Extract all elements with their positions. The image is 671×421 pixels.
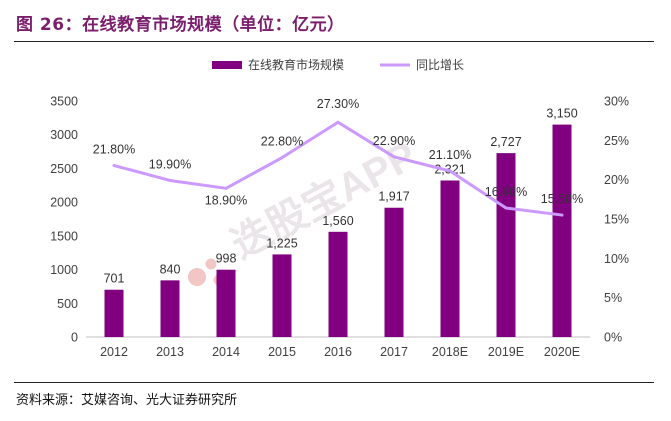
y-left-tick-label: 2500 [50,162,78,176]
y-axis-right: 0% 5% 10% 15% 20% 25% 30% [604,95,629,345]
growth-point [448,169,452,173]
bar [328,231,348,337]
y-axis-left: 0 500 1000 1500 2000 2500 3000 3500 [50,95,78,345]
bar-value-label: 998 [216,252,237,266]
growth-value-label: 16.40% [485,185,527,199]
x-tick-label: 2015 [268,345,296,359]
bar-value-label: 840 [160,262,181,276]
figure-title: 图 26：在线教育市场规模（单位：亿元） [16,15,345,35]
growth-point [112,164,116,168]
growth-value-label: 15.50% [541,192,583,206]
y-right-tick-label: 20% [604,173,629,187]
x-axis: 2012 2013 2014 2015 2016 2017 2018E 2019E 2020E [86,336,590,359]
source-note: 资料来源：艾媒咨询、光大证券研究所 [16,393,238,408]
y-right-tick-label: 0% [604,331,622,345]
source-rule [14,382,654,383]
watermark-dot-0 [188,268,206,286]
bar [440,180,460,337]
growth-point [392,155,396,159]
y-left-tick-label: 1000 [50,263,78,277]
y-right-tick-label: 25% [604,134,629,148]
y-left-tick-label: 3000 [50,128,78,142]
bar [496,153,516,337]
growth-value-label: 21.80% [93,143,135,157]
x-tick-label: 2014 [212,345,240,359]
growth-point [168,178,172,182]
legend: 在线教育市场规模 同比增长 [212,57,464,72]
bar [104,289,124,337]
legend-label-bar: 在线教育市场规模 [248,57,344,72]
bar-value-label: 1,560 [322,214,353,228]
legend-swatch-bar [212,61,242,69]
x-tick-label: 2018E [432,345,468,359]
growth-point [224,186,228,190]
y-right-tick-label: 15% [604,213,629,227]
x-tick-label: 2017 [380,345,408,359]
bar [160,280,180,337]
bar [272,254,292,337]
bar-value-label: 3,150 [546,107,577,121]
y-left-tick-label: 1500 [50,229,78,243]
bar [384,207,404,337]
watermark-dot-1 [205,258,217,270]
growth-point [504,206,508,210]
growth-value-label: 22.90% [373,134,415,148]
growth-value-label: 21.10% [429,148,471,162]
x-tick-label: 2019E [488,345,524,359]
legend-label-line: 同比增长 [416,58,464,72]
growth-point [560,213,564,217]
y-left-tick-label: 0 [71,331,78,345]
growth-point [280,156,284,160]
x-tick-label: 2012 [100,345,128,359]
growth-value-label: 22.80% [261,135,303,149]
line-series [112,120,564,217]
bar-value-label: 1,225 [266,236,297,250]
y-left-tick-label: 500 [57,297,78,311]
bar-value-label: 2,727 [490,135,521,149]
bar [216,269,236,337]
x-tick-label: 2020E [544,345,580,359]
x-tick-label: 2016 [324,345,352,359]
bar-value-label: 701 [104,272,125,286]
y-left-tick-label: 2000 [50,196,78,210]
bar-value-label: 1,917 [378,190,409,204]
growth-point [336,120,340,124]
y-right-tick-label: 10% [604,252,629,266]
bar [552,124,572,337]
chart: 迭股宝APP 在线教育市场规模 同比增长 05001000150020002500… [50,57,629,359]
x-tick-label: 2013 [156,345,184,359]
y-right-tick-label: 5% [604,291,622,305]
bar-series [104,124,572,337]
growth-value-label: 18.90% [205,193,247,207]
growth-value-label: 27.30% [317,97,359,111]
line-labels: 21.80% 19.90% 18.90% 22.80% 27.30% 22.90% 21.1… [93,97,583,207]
y-left-tick-label: 3500 [50,95,78,109]
title-rule [14,41,654,42]
growth-value-label: 19.90% [149,157,191,171]
y-right-tick-label: 30% [604,95,629,109]
